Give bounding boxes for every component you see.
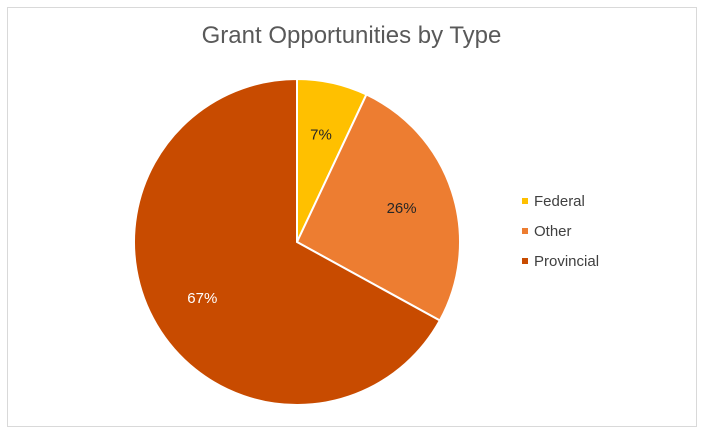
legend-item-federal: Federal [522,186,599,216]
data-label-provincial: 67% [187,290,217,307]
chart-title: Grant Opportunities by Type [201,22,502,49]
data-label-other: 26% [387,200,417,217]
legend-swatch-provincial [522,258,528,264]
legend-swatch-other [522,228,528,234]
data-label-federal: 7% [310,127,332,144]
legend-label-other: Other [534,222,572,240]
legend-item-other: Other [522,216,599,246]
legend: Federal Other Provincial [522,186,599,276]
legend-label-federal: Federal [534,192,585,210]
pie-slice-provincial [133,77,442,406]
legend-label-provincial: Provincial [534,252,600,270]
legend-item-provincial: Provincial [522,246,599,276]
legend-swatch-federal [522,198,528,204]
